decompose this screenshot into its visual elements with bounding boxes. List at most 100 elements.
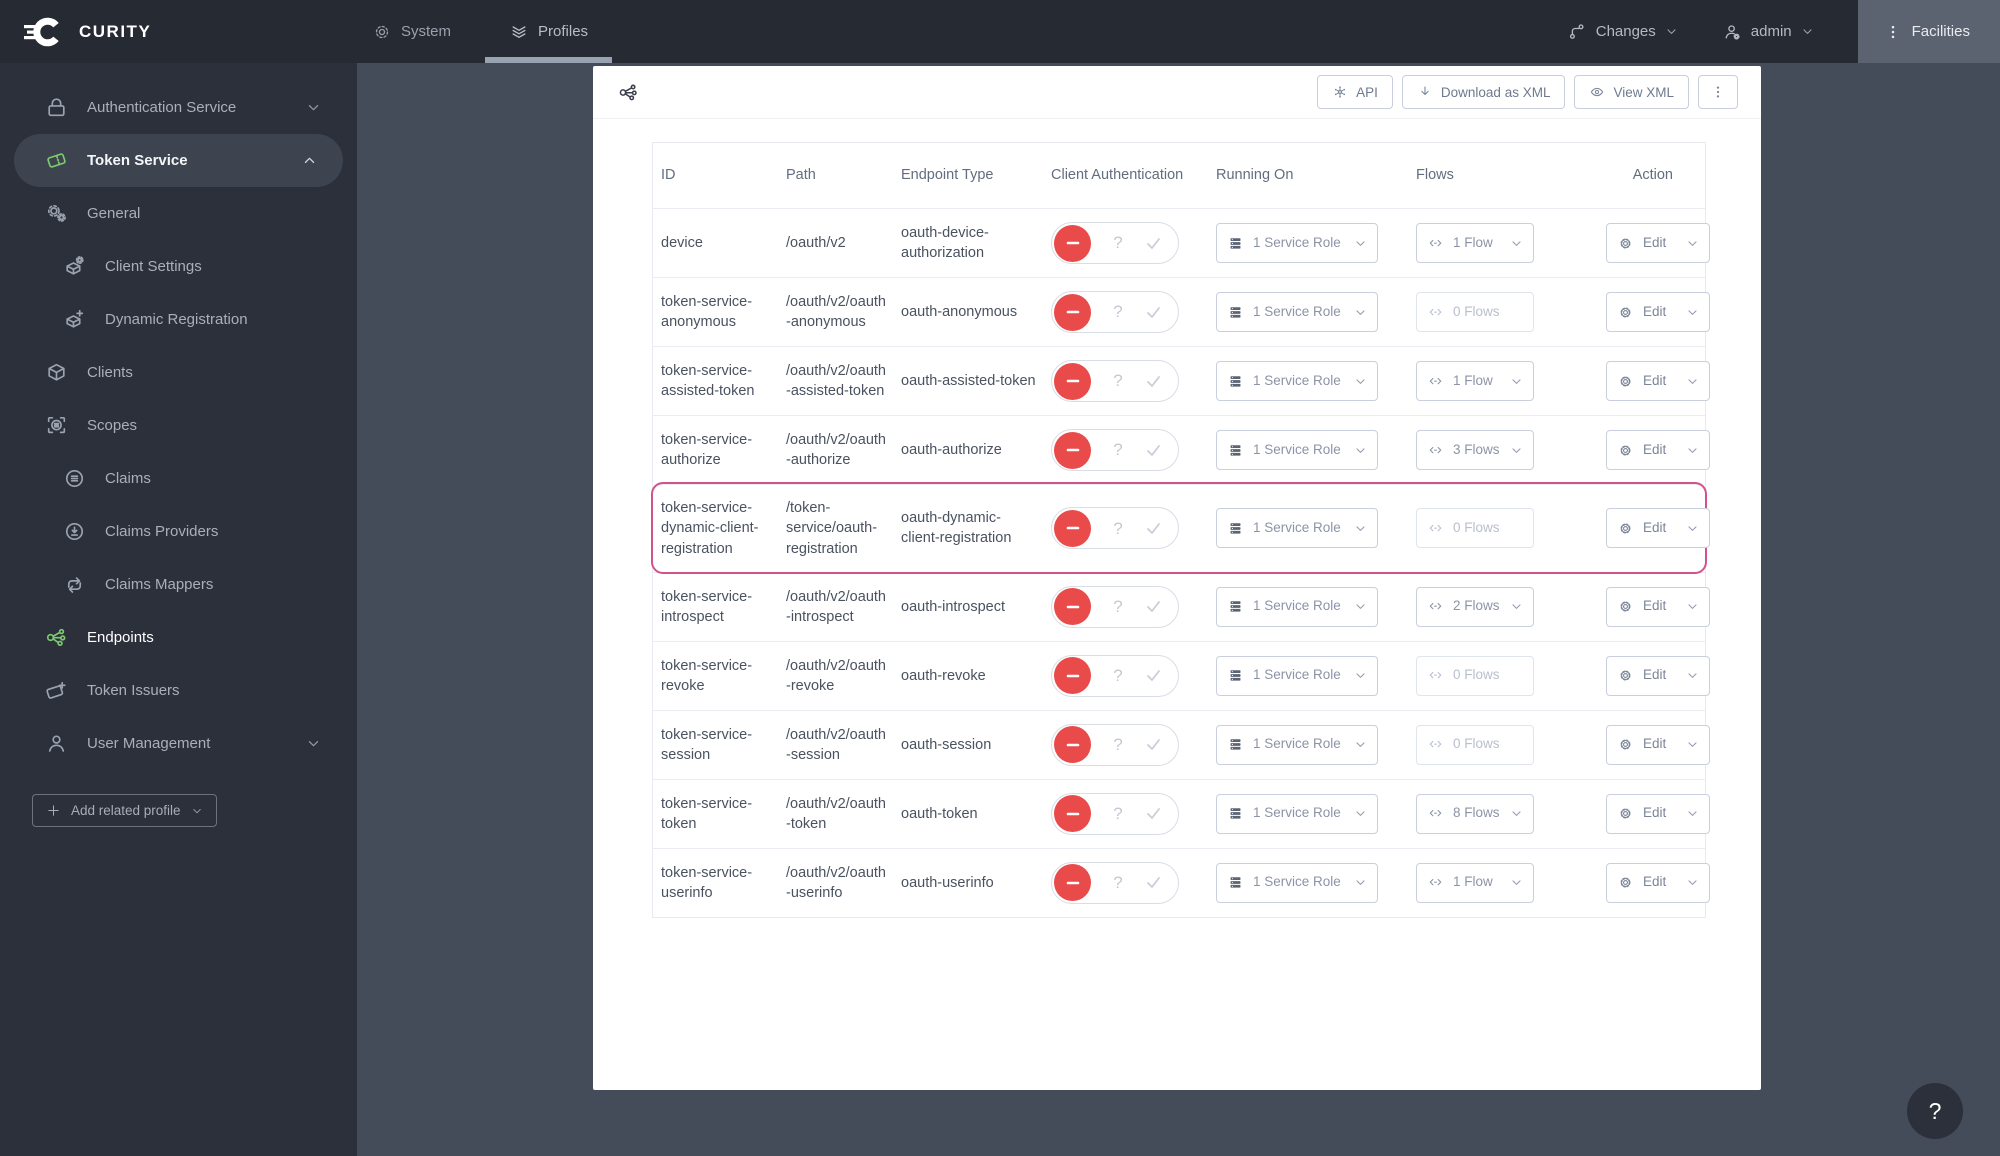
sidebar-item-token-issuers[interactable]: Token Issuers bbox=[0, 664, 357, 717]
running-on-dropdown[interactable]: 1 Service Role bbox=[1216, 361, 1378, 401]
sidebar-item-scopes[interactable]: Scopes bbox=[0, 399, 357, 452]
client-authentication-toggle[interactable]: ? bbox=[1051, 585, 1179, 628]
add-related-profile-button[interactable]: Add related profile bbox=[32, 794, 217, 827]
check-icon[interactable] bbox=[1145, 373, 1162, 390]
nav-item-system[interactable]: System bbox=[366, 0, 457, 63]
client-authentication-toggle[interactable]: ? bbox=[1051, 861, 1179, 904]
sidebar-item-general[interactable]: General bbox=[0, 187, 357, 240]
nav-item-profiles[interactable]: Profiles bbox=[485, 0, 613, 63]
client-authentication-toggle[interactable]: ? bbox=[1051, 429, 1179, 471]
edit-button[interactable]: Edit bbox=[1606, 223, 1710, 263]
minus-icon[interactable] bbox=[1054, 362, 1091, 400]
check-icon[interactable] bbox=[1145, 667, 1162, 684]
minus-icon[interactable] bbox=[1054, 293, 1091, 331]
check-icon[interactable] bbox=[1145, 520, 1162, 537]
api-button[interactable]: API bbox=[1317, 75, 1393, 109]
sidebar-item-user-management[interactable]: User Management bbox=[0, 717, 357, 770]
running-on-dropdown[interactable]: 1 Service Role bbox=[1216, 430, 1378, 470]
check-icon[interactable] bbox=[1145, 874, 1162, 891]
sidebar-item-endpoints[interactable]: Endpoints bbox=[0, 611, 357, 664]
running-on-dropdown[interactable]: 1 Service Role bbox=[1216, 508, 1378, 549]
edit-button[interactable]: Edit bbox=[1606, 862, 1710, 903]
edit-button[interactable]: Edit bbox=[1606, 508, 1710, 549]
admin-menu[interactable]: admin bbox=[1722, 22, 1814, 42]
flows-value: 0 Flows bbox=[1453, 519, 1500, 535]
check-icon[interactable] bbox=[1145, 304, 1162, 321]
client-authentication-toggle[interactable]: ? bbox=[1051, 507, 1179, 550]
edit-button[interactable]: Edit bbox=[1606, 430, 1710, 470]
client-authentication-toggle[interactable]: ? bbox=[1051, 291, 1179, 333]
flows-dropdown[interactable]: 8 Flows bbox=[1416, 793, 1534, 834]
more-options-button[interactable] bbox=[1698, 75, 1738, 109]
flows-dropdown[interactable]: 1 Flow bbox=[1416, 361, 1534, 401]
chevron-down-icon bbox=[1686, 375, 1699, 388]
question-icon[interactable]: ? bbox=[1113, 872, 1123, 892]
running-on-dropdown[interactable]: 1 Service Role bbox=[1216, 793, 1378, 834]
running-on-dropdown[interactable]: 1 Service Role bbox=[1216, 862, 1378, 903]
flows-dropdown[interactable]: 2 Flows bbox=[1416, 586, 1534, 627]
question-icon[interactable]: ? bbox=[1113, 371, 1123, 391]
download-as-xml-button[interactable]: Download as XML bbox=[1401, 75, 1566, 109]
minus-icon[interactable] bbox=[1054, 431, 1091, 469]
flows-dropdown[interactable]: 0 Flows bbox=[1416, 724, 1534, 765]
changes-menu[interactable]: Changes bbox=[1567, 22, 1678, 42]
sidebar-item-claims-mappers[interactable]: Claims Mappers bbox=[0, 558, 357, 611]
check-icon[interactable] bbox=[1145, 736, 1162, 753]
flows-dropdown[interactable]: 0 Flows bbox=[1416, 655, 1534, 696]
client-authentication-toggle[interactable]: ? bbox=[1051, 792, 1179, 835]
question-icon[interactable]: ? bbox=[1113, 518, 1123, 538]
running-on-dropdown[interactable]: 1 Service Role bbox=[1216, 586, 1378, 627]
minus-icon[interactable] bbox=[1054, 657, 1091, 695]
question-icon[interactable]: ? bbox=[1113, 734, 1123, 754]
sidebar-item-clients[interactable]: Clients bbox=[0, 346, 357, 399]
flows-dropdown[interactable]: 1 Flow bbox=[1416, 862, 1534, 903]
edit-button[interactable]: Edit bbox=[1606, 361, 1710, 401]
brand[interactable]: CURITY bbox=[0, 17, 300, 47]
running-on-dropdown[interactable]: 1 Service Role bbox=[1216, 292, 1378, 332]
client-authentication-toggle[interactable]: ? bbox=[1051, 360, 1179, 402]
edit-button[interactable]: Edit bbox=[1606, 724, 1710, 765]
facilities-button[interactable]: Facilities bbox=[1857, 0, 2000, 63]
minus-icon[interactable] bbox=[1054, 795, 1091, 833]
view-xml-button[interactable]: View XML bbox=[1574, 75, 1689, 109]
running-on-dropdown[interactable]: 1 Service Role bbox=[1216, 655, 1378, 696]
edit-button[interactable]: Edit bbox=[1606, 586, 1710, 627]
sidebar-item-claims[interactable]: Claims bbox=[0, 452, 357, 505]
client-authentication-toggle[interactable]: ? bbox=[1051, 654, 1179, 697]
check-icon[interactable] bbox=[1145, 442, 1162, 459]
endpoint-id: token-service-session bbox=[661, 726, 753, 763]
edit-button[interactable]: Edit bbox=[1606, 793, 1710, 834]
sidebar-item-authentication-service[interactable]: Authentication Service bbox=[0, 81, 357, 134]
running-on-dropdown[interactable]: 1 Service Role bbox=[1216, 223, 1378, 263]
edit-button[interactable]: Edit bbox=[1606, 655, 1710, 696]
question-icon[interactable]: ? bbox=[1113, 596, 1123, 616]
minus-icon[interactable] bbox=[1054, 588, 1091, 626]
sidebar-item-dynamic-registration[interactable]: Dynamic Registration bbox=[0, 293, 357, 346]
client-authentication-toggle[interactable]: ? bbox=[1051, 222, 1179, 264]
flows-dropdown[interactable]: 0 Flows bbox=[1416, 508, 1534, 549]
client-authentication-toggle[interactable]: ? bbox=[1051, 723, 1179, 766]
minus-icon[interactable] bbox=[1054, 509, 1091, 547]
sidebar-item-token-service[interactable]: Token Service bbox=[14, 134, 343, 187]
check-icon[interactable] bbox=[1145, 805, 1162, 822]
sidebar-item-label: Scopes bbox=[87, 417, 138, 434]
check-icon[interactable] bbox=[1145, 598, 1162, 615]
running-on-dropdown[interactable]: 1 Service Role bbox=[1216, 724, 1378, 765]
minus-icon[interactable] bbox=[1054, 224, 1091, 262]
question-icon[interactable]: ? bbox=[1113, 665, 1123, 685]
question-icon[interactable]: ? bbox=[1113, 803, 1123, 823]
help-button[interactable]: ? bbox=[1907, 1083, 1963, 1139]
sidebar-item-client-settings[interactable]: Client Settings bbox=[0, 240, 357, 293]
chevron-down-icon bbox=[1510, 375, 1523, 388]
question-icon[interactable]: ? bbox=[1113, 440, 1123, 460]
flows-dropdown[interactable]: 1 Flow bbox=[1416, 223, 1534, 263]
minus-icon[interactable] bbox=[1054, 726, 1091, 764]
flows-dropdown[interactable]: 3 Flows bbox=[1416, 430, 1534, 470]
sidebar-item-claims-providers[interactable]: Claims Providers bbox=[0, 505, 357, 558]
flows-dropdown[interactable]: 0 Flows bbox=[1416, 292, 1534, 332]
question-icon[interactable]: ? bbox=[1113, 233, 1123, 253]
question-icon[interactable]: ? bbox=[1113, 302, 1123, 322]
check-icon[interactable] bbox=[1145, 235, 1162, 252]
edit-button[interactable]: Edit bbox=[1606, 292, 1710, 332]
minus-icon[interactable] bbox=[1054, 864, 1091, 902]
